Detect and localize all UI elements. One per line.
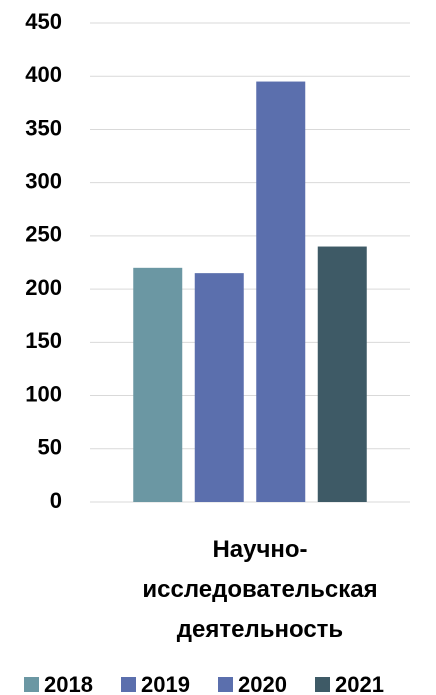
y-tick-label: 400 (25, 62, 62, 87)
bar (317, 246, 367, 502)
legend-swatch (315, 677, 330, 692)
legend-label: 2020 (238, 672, 287, 695)
y-tick-label: 350 (25, 115, 62, 140)
bar (133, 267, 183, 502)
y-tick-label: 0 (50, 488, 62, 513)
y-tick-label: 450 (25, 9, 62, 34)
legend-label: 2021 (335, 672, 384, 695)
legend-swatch (24, 677, 39, 692)
x-tick-label: Научно-исследовательская деятельность (142, 536, 378, 643)
y-tick-label: 250 (25, 222, 62, 247)
legend-swatch (121, 677, 136, 692)
legend-swatch (218, 677, 233, 692)
y-tick-label: 150 (25, 328, 62, 353)
legend-label: 2019 (141, 672, 190, 695)
bar (256, 81, 306, 503)
y-tick-label: 100 (25, 381, 62, 406)
legend-label: 2018 (44, 672, 93, 695)
y-tick-label: 50 (38, 435, 62, 460)
y-tick-label: 200 (25, 275, 62, 300)
bar (194, 273, 244, 502)
y-tick-label: 300 (25, 168, 62, 193)
